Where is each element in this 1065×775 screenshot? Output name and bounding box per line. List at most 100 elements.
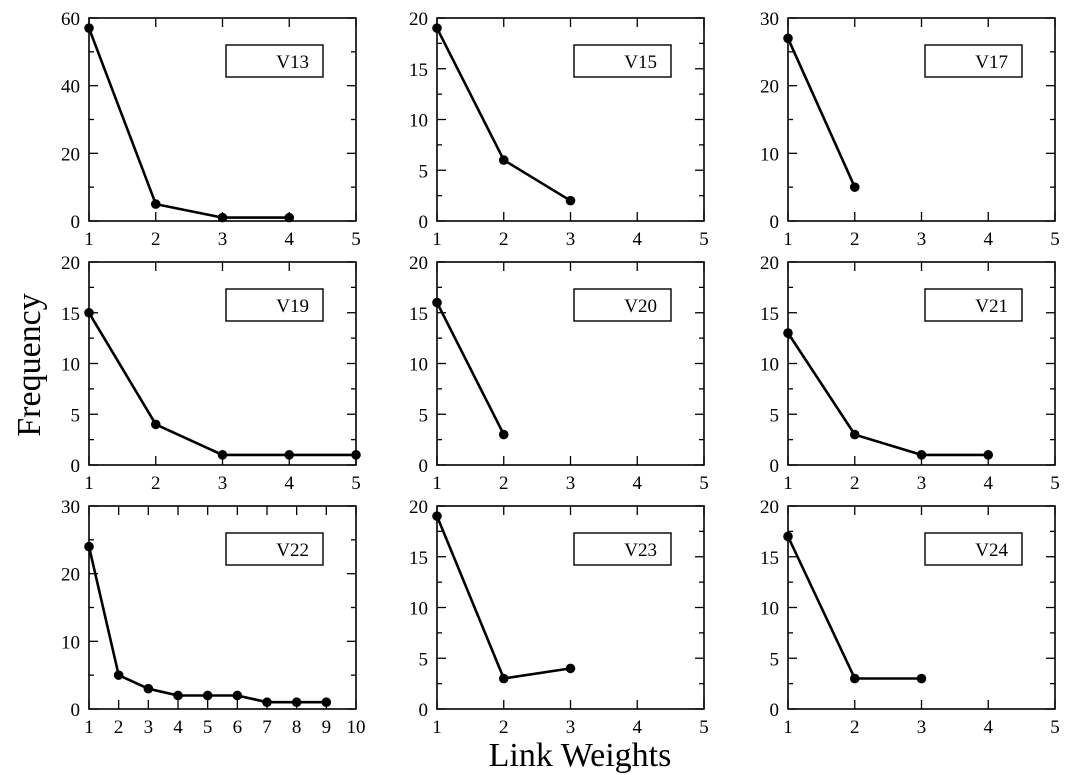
x-tick-label: 5 xyxy=(1050,717,1060,738)
data-point xyxy=(783,531,793,542)
panel-v22: 0 10 20 30 1 2 3 4 5 6 7 8 9 10 V22 xyxy=(61,497,366,738)
series-line-v13 xyxy=(87,27,290,219)
x-tick-label: 1 xyxy=(432,473,442,494)
x-tick-label: 4 xyxy=(633,717,643,738)
data-point xyxy=(565,663,576,674)
series-line-v19 xyxy=(87,312,356,457)
x-tick-label: 5 xyxy=(699,473,709,494)
x-tick-label: 4 xyxy=(633,473,643,494)
x-tick-label: 5 xyxy=(1050,473,1060,494)
data-point xyxy=(321,697,332,708)
y-tick-label: 10 xyxy=(760,355,779,376)
data-point xyxy=(291,697,302,708)
y-tick-label: 20 xyxy=(61,144,80,165)
data-point xyxy=(284,450,295,460)
y-tick-label: 5 xyxy=(71,405,81,426)
y-tick-label: 15 xyxy=(760,548,779,569)
x-tick-label: 5 xyxy=(203,717,213,738)
y-tick-label: 5 xyxy=(419,649,429,670)
data-point xyxy=(432,297,442,308)
legend-box xyxy=(924,288,1023,322)
x-tick-label: 3 xyxy=(566,717,576,738)
y-tick-label: 20 xyxy=(61,253,80,274)
x-tick-label: 5 xyxy=(699,229,709,250)
y-tick-label: 20 xyxy=(409,497,428,518)
y-tick-label: 10 xyxy=(61,632,80,653)
legend-box xyxy=(924,44,1023,78)
y-tick-label: 0 xyxy=(419,212,429,233)
data-point xyxy=(232,690,243,701)
data-point xyxy=(565,195,576,206)
x-tick-label: 1 xyxy=(783,473,793,494)
x-tick-label: 4 xyxy=(633,229,643,250)
x-tick-label: 9 xyxy=(322,717,332,738)
data-point xyxy=(217,212,228,223)
y-tick-label: 15 xyxy=(409,60,428,81)
y-tick-label: 60 xyxy=(61,9,80,30)
y-tick-label: 10 xyxy=(760,144,779,165)
x-tick-label: 2 xyxy=(151,229,161,250)
legend-label: V23 xyxy=(624,540,657,561)
legend-label: V22 xyxy=(276,540,309,561)
x-tick-label: 2 xyxy=(151,473,161,494)
x-tick-label: 2 xyxy=(114,717,124,738)
y-tick-label: 20 xyxy=(760,77,779,98)
data-point xyxy=(143,683,154,694)
x-tick-label: 2 xyxy=(499,229,509,250)
data-point xyxy=(173,690,183,701)
panel-v23: 0 5 10 15 20 1 2 3 4 5 V23 xyxy=(409,497,709,738)
y-tick-label: 20 xyxy=(760,497,779,518)
panel-v19: 0 5 10 15 20 1 2 3 4 5 V19 xyxy=(61,253,361,494)
panel-v13: 0 20 40 60 1 2 3 4 5 V13 xyxy=(61,9,361,250)
data-point xyxy=(84,23,94,33)
data-point xyxy=(916,673,927,684)
y-tick-label: 0 xyxy=(770,700,780,721)
data-point xyxy=(983,450,994,460)
data-point xyxy=(498,673,509,684)
x-tick-label: 2 xyxy=(850,473,860,494)
x-tick-label: 6 xyxy=(233,717,243,738)
y-tick-label: 0 xyxy=(770,456,780,477)
x-tick-label: 1 xyxy=(432,229,442,250)
legend-label: V15 xyxy=(624,52,657,73)
data-point xyxy=(150,199,161,209)
y-tick-label: 15 xyxy=(409,548,428,569)
y-tick-label: 20 xyxy=(409,9,428,30)
data-point xyxy=(849,673,860,684)
x-tick-label: 5 xyxy=(351,473,361,494)
x-tick-label: 4 xyxy=(984,229,994,250)
series-line-v23 xyxy=(435,515,571,680)
legend-label: V17 xyxy=(975,52,1008,73)
series-line-v17 xyxy=(786,37,856,188)
x-tick-label: 3 xyxy=(218,473,228,494)
data-point xyxy=(849,429,860,440)
x-tick-label: 3 xyxy=(144,717,154,738)
y-tick-label: 10 xyxy=(409,111,428,132)
legend-box xyxy=(225,288,324,322)
x-tick-label: 2 xyxy=(499,473,509,494)
y-tick-label: 10 xyxy=(760,599,779,620)
y-tick-label: 15 xyxy=(409,304,428,325)
y-tick-label: 5 xyxy=(770,649,780,670)
x-tick-label: 1 xyxy=(783,229,793,250)
x-tick-label: 2 xyxy=(850,229,860,250)
y-tick-label: 10 xyxy=(409,599,428,620)
y-tick-label: 0 xyxy=(419,700,429,721)
panel-v17: 0 10 20 30 1 2 3 4 5 V17 xyxy=(760,9,1060,250)
y-tick-label: 5 xyxy=(419,405,429,426)
series-line-v24 xyxy=(786,535,922,680)
y-tick-label: 0 xyxy=(71,700,81,721)
y-tick-label: 0 xyxy=(71,456,81,477)
legend-label: V24 xyxy=(975,540,1008,561)
x-tick-label: 5 xyxy=(1050,229,1060,250)
legend-box xyxy=(573,532,672,566)
x-tick-label: 8 xyxy=(292,717,302,738)
data-point xyxy=(150,419,161,430)
panel-v24: 0 5 10 15 20 1 2 3 4 5 V24 xyxy=(760,497,1060,738)
data-point xyxy=(916,450,927,460)
data-point xyxy=(783,33,793,44)
y-axis-title: Frequency xyxy=(11,293,48,437)
panel-v21: 0 5 10 15 20 1 2 3 4 5 V21 xyxy=(760,253,1060,494)
